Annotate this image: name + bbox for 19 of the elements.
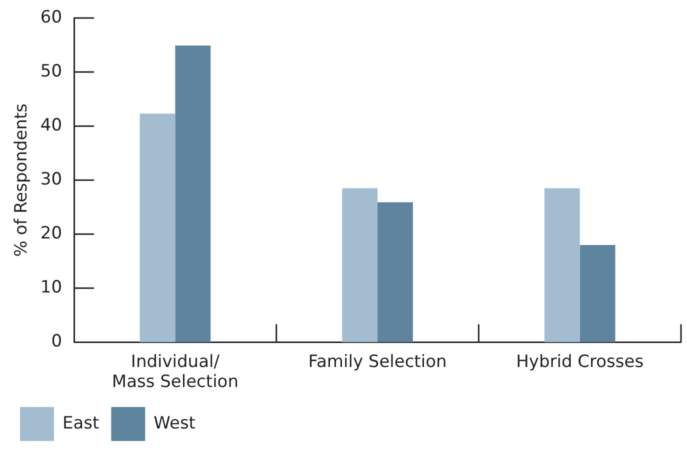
- bar: [342, 188, 378, 342]
- y-tick-label: 40: [40, 115, 62, 136]
- legend-label: East: [62, 413, 100, 434]
- x-tick-label: Hybrid Crosses: [516, 352, 644, 372]
- bar: [175, 46, 211, 342]
- y-axis-title: % of Respondents: [12, 103, 32, 257]
- legend-label: West: [154, 413, 196, 434]
- bar: [140, 114, 176, 342]
- y-tick-label: 20: [40, 224, 62, 244]
- y-tick-label: 60: [40, 7, 62, 28]
- x-tick-label: Individual/ Mass Selection: [112, 352, 238, 392]
- y-tick-label: 10: [40, 278, 62, 298]
- y-tick-label: 30: [40, 170, 62, 190]
- y-tick-label: 0: [51, 332, 62, 352]
- bar: [378, 202, 413, 342]
- bar: [544, 188, 580, 342]
- x-tick-label: Family Selection: [308, 352, 447, 372]
- y-tick-label: 50: [40, 61, 62, 82]
- bar: [580, 244, 616, 342]
